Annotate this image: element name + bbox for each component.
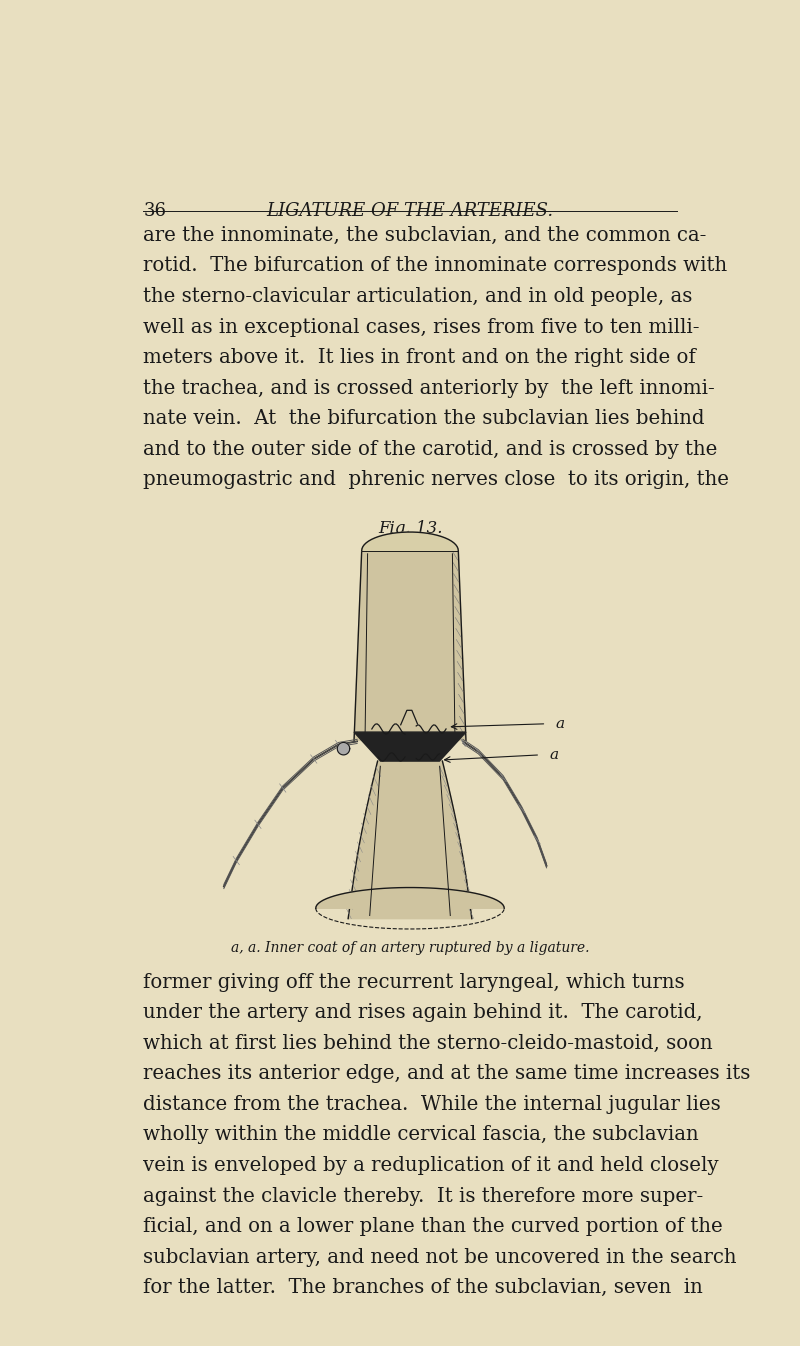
Text: the sterno-clavicular articulation, and in old people, as: the sterno-clavicular articulation, and … — [143, 287, 693, 306]
Text: subclavian artery, and need not be uncovered in the search: subclavian artery, and need not be uncov… — [143, 1248, 737, 1267]
Text: reaches its anterior edge, and at the same time increases its: reaches its anterior edge, and at the sa… — [143, 1065, 750, 1084]
Text: well as in exceptional cases, rises from five to ten milli-: well as in exceptional cases, rises from… — [143, 318, 700, 336]
Text: distance from the trachea.  While the internal jugular lies: distance from the trachea. While the int… — [143, 1094, 721, 1114]
Text: rotid.  The bifurcation of the innominate corresponds with: rotid. The bifurcation of the innominate… — [143, 256, 727, 276]
Text: nate vein.  At  the bifurcation the subclavian lies behind: nate vein. At the bifurcation the subcla… — [143, 409, 705, 428]
Text: for the latter.  The branches of the subclavian, seven  in: for the latter. The branches of the subc… — [143, 1279, 703, 1298]
Polygon shape — [338, 743, 350, 755]
Text: 36: 36 — [143, 202, 166, 219]
Text: meters above it.  It lies in front and on the right side of: meters above it. It lies in front and on… — [143, 349, 696, 367]
Text: ficial, and on a lower plane than the curved portion of the: ficial, and on a lower plane than the cu… — [143, 1217, 723, 1236]
Text: under the artery and rises again behind it.  The carotid,: under the artery and rises again behind … — [143, 1003, 703, 1022]
Polygon shape — [348, 760, 472, 918]
Text: a: a — [556, 717, 565, 731]
Text: are the innominate, the subclavian, and the common ca-: are the innominate, the subclavian, and … — [143, 226, 706, 245]
Text: a: a — [550, 748, 558, 762]
Polygon shape — [316, 887, 504, 909]
Text: a, a. Inner coat of an artery ruptured by a ligature.: a, a. Inner coat of an artery ruptured b… — [230, 941, 590, 956]
Text: pneumogastric and  phrenic nerves close  to its origin, the: pneumogastric and phrenic nerves close t… — [143, 470, 730, 490]
Polygon shape — [354, 732, 466, 760]
Text: against the clavicle thereby.  It is therefore more super-: against the clavicle thereby. It is ther… — [143, 1187, 704, 1206]
Polygon shape — [354, 551, 466, 740]
Text: the trachea, and is crossed anteriorly by  the left innomi-: the trachea, and is crossed anteriorly b… — [143, 378, 715, 397]
Text: wholly within the middle cervical fascia, the subclavian: wholly within the middle cervical fascia… — [143, 1125, 699, 1144]
Text: Fig. 13.: Fig. 13. — [378, 520, 442, 537]
Text: which at first lies behind the sterno-cleido-mastoid, soon: which at first lies behind the sterno-cl… — [143, 1034, 713, 1053]
Text: and to the outer side of the carotid, and is crossed by the: and to the outer side of the carotid, an… — [143, 440, 718, 459]
Polygon shape — [362, 532, 458, 551]
Text: LIGATURE OF THE ARTERIES.: LIGATURE OF THE ARTERIES. — [266, 202, 554, 219]
Text: former giving off the recurrent laryngeal, which turns: former giving off the recurrent laryngea… — [143, 973, 685, 992]
Text: vein is enveloped by a reduplication of it and held closely: vein is enveloped by a reduplication of … — [143, 1156, 719, 1175]
